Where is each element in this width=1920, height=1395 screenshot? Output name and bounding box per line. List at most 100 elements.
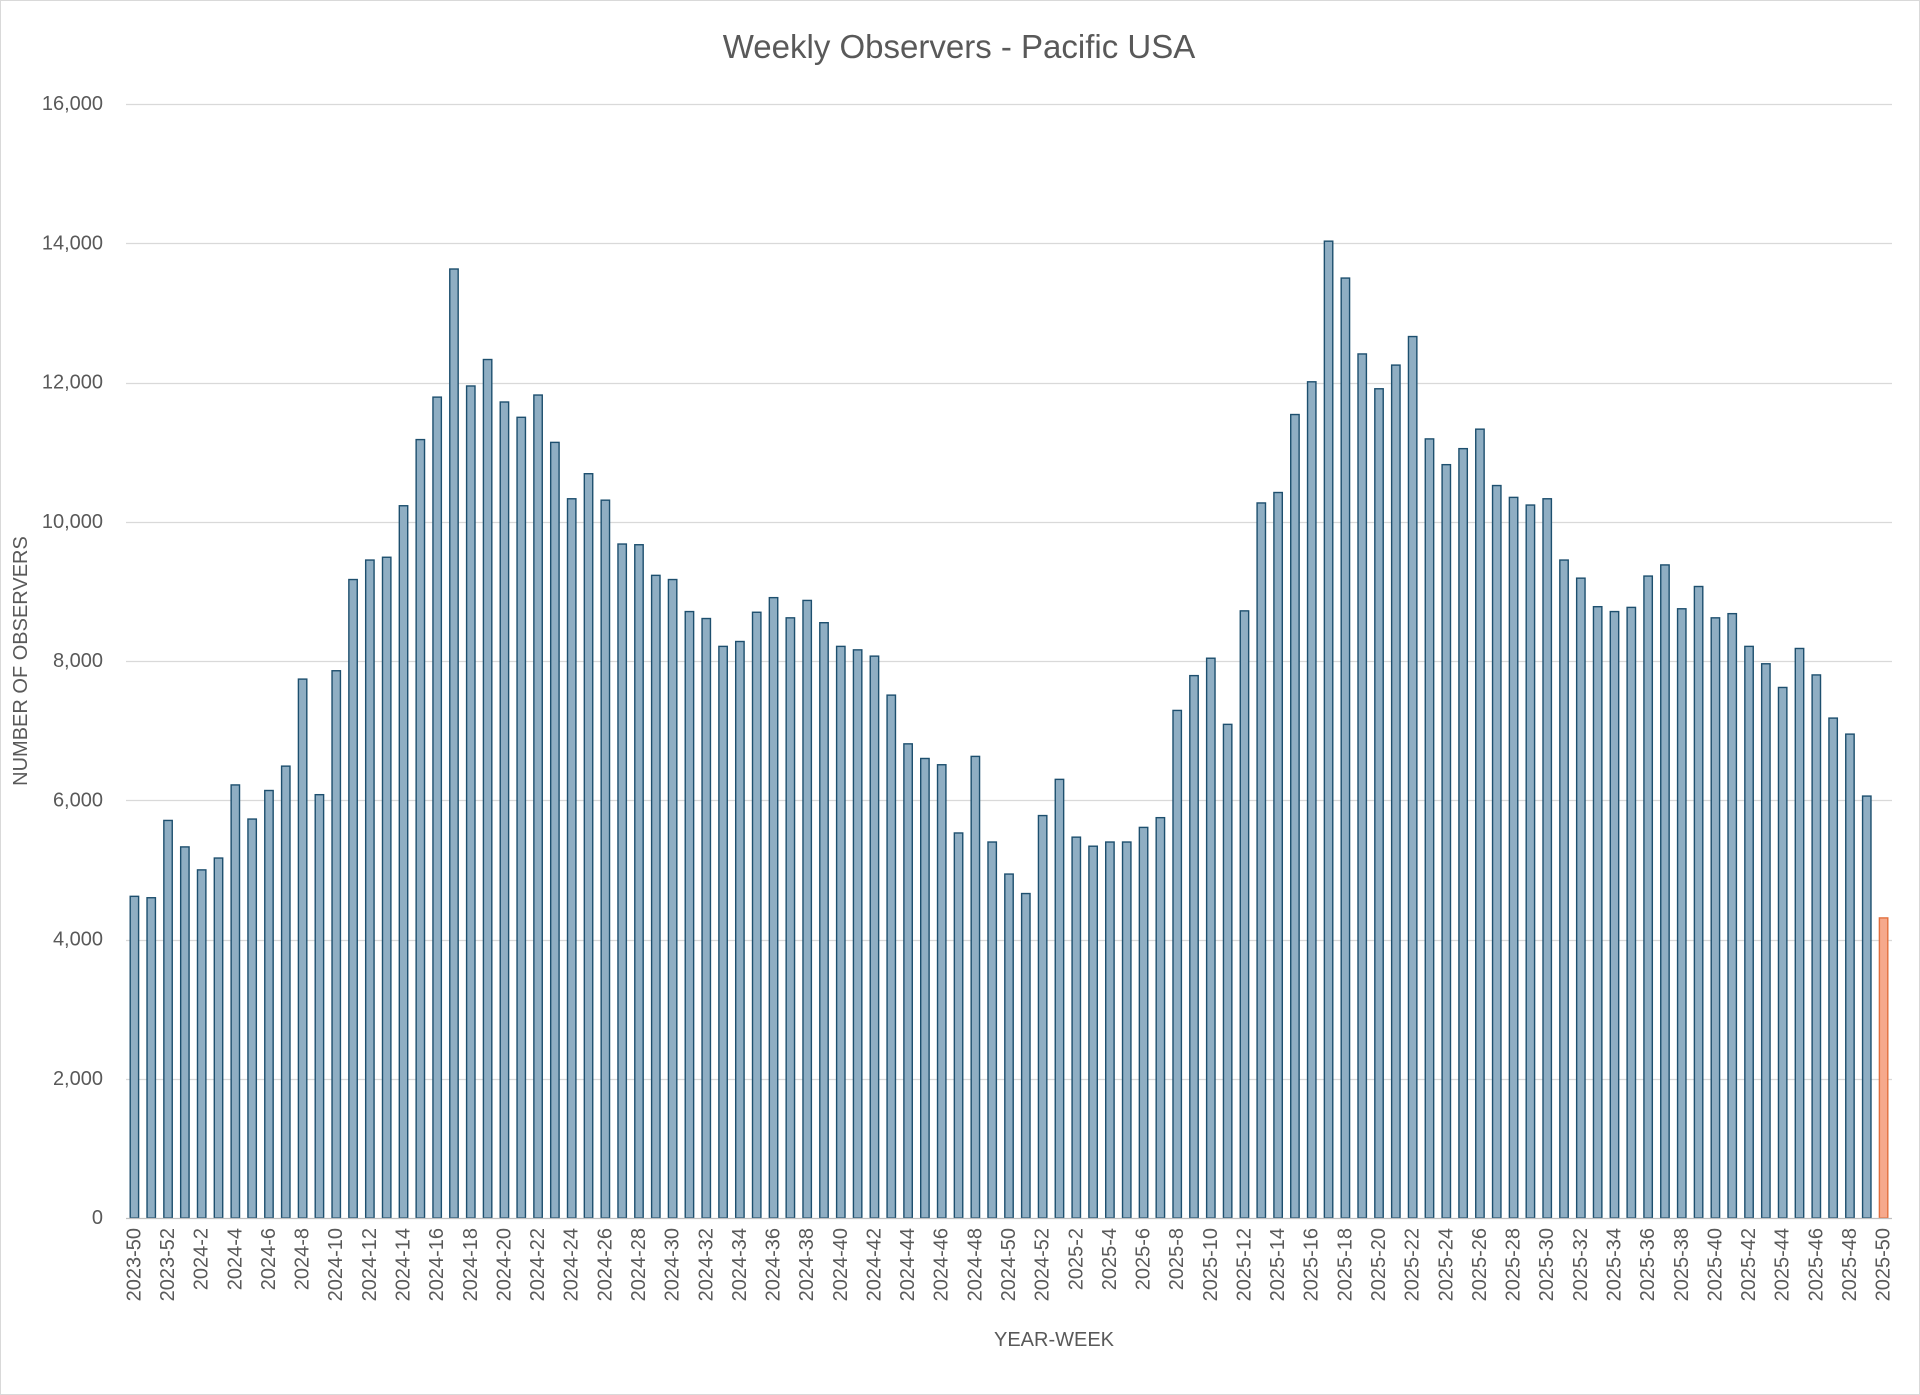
bar: [1222, 723, 1233, 1219]
bar: [1794, 647, 1805, 1219]
x-tick-label: 2025-32: [1570, 1228, 1592, 1301]
bar: [566, 498, 577, 1219]
bar: [1727, 612, 1738, 1219]
bar: [1290, 413, 1300, 1219]
bar: [1189, 674, 1199, 1219]
bar: [1155, 816, 1166, 1219]
x-tick-label: 2024-28: [628, 1228, 650, 1301]
bar: [297, 678, 308, 1219]
x-tick-label: 2025-44: [1772, 1228, 1794, 1301]
x-tick-label: 2024-22: [527, 1228, 549, 1301]
bar: [516, 416, 527, 1219]
bar: [1845, 733, 1855, 1219]
bars: [129, 240, 1889, 1219]
bar: [583, 473, 594, 1219]
bar: [465, 385, 476, 1219]
bar: [1542, 498, 1553, 1219]
bar: [1777, 686, 1788, 1219]
bar: [549, 441, 560, 1219]
x-tick-label: 2024-24: [561, 1228, 583, 1301]
bar: [398, 505, 409, 1219]
x-tick-label: 2025-30: [1536, 1228, 1558, 1301]
x-tick-label: 2024-26: [594, 1228, 616, 1301]
bar: [1357, 353, 1368, 1219]
bar: [1643, 575, 1654, 1219]
bar: [701, 617, 712, 1219]
bar: [432, 396, 443, 1219]
x-tick-label: 2024-14: [393, 1228, 415, 1301]
bar: [970, 755, 981, 1219]
y-tick-label: 16,000: [42, 93, 103, 115]
bar: [718, 645, 728, 1219]
x-tick-label: 2025-10: [1200, 1228, 1222, 1301]
bar: [1273, 491, 1284, 1219]
x-tick-label: 2024-2: [191, 1228, 213, 1290]
bar: [1374, 388, 1384, 1219]
bar: [163, 819, 173, 1219]
x-tick-label: 2025-26: [1469, 1228, 1491, 1301]
x-tick-label: 2025-42: [1738, 1228, 1760, 1301]
bar: [600, 499, 611, 1219]
bar: [1390, 364, 1401, 1219]
bar: [1004, 873, 1014, 1219]
x-tick-label: 2024-50: [998, 1228, 1020, 1301]
x-tick-label: 2025-2: [1065, 1228, 1087, 1290]
bar: [1710, 617, 1721, 1219]
x-tick-label: 2024-44: [897, 1228, 919, 1301]
x-axis-ticks: 2023-50 2023-52 2024-2 2024-4 2024-6 2024-8 20…: [123, 1228, 1894, 1301]
x-tick-label: 2024-38: [796, 1228, 818, 1301]
bar: [1744, 645, 1754, 1219]
bar: [1071, 836, 1082, 1219]
x-tick-label: 2024-6: [258, 1228, 280, 1290]
x-tick-label: 2024-30: [662, 1228, 684, 1301]
x-tick-label: 2025-6: [1133, 1228, 1155, 1290]
bar: [903, 743, 913, 1219]
bar: [1508, 496, 1519, 1219]
bar: [1105, 841, 1115, 1219]
bar: [1088, 845, 1099, 1219]
y-tick-label: 6,000: [53, 789, 103, 811]
bar: [819, 622, 829, 1219]
bar: [449, 268, 459, 1219]
bar: [381, 556, 392, 1219]
bar: [1054, 778, 1065, 1219]
bar: [1407, 335, 1418, 1219]
x-tick-label: 2025-22: [1402, 1228, 1424, 1301]
bar: [280, 765, 291, 1219]
x-tick-label: 2024-12: [359, 1228, 381, 1301]
x-tick-label: 2023-50: [123, 1228, 145, 1301]
bar: [650, 574, 661, 1219]
bar: [1525, 504, 1536, 1219]
bar: [196, 869, 207, 1219]
x-tick-label: 2024-52: [1032, 1228, 1054, 1301]
y-tick-label: 12,000: [42, 372, 103, 394]
bar: [1239, 610, 1250, 1219]
bar: [953, 832, 964, 1219]
bar: [1861, 795, 1872, 1219]
bar: [1575, 577, 1586, 1219]
bar: [1676, 608, 1687, 1219]
bar: [835, 645, 846, 1219]
x-tick-label: 2025-36: [1637, 1228, 1659, 1301]
x-tick-label: 2025-8: [1166, 1228, 1188, 1290]
bar: [1475, 428, 1485, 1219]
bar: [179, 846, 190, 1219]
bar: [1256, 502, 1267, 1219]
bar: [869, 655, 880, 1219]
bar: [348, 578, 358, 1219]
bar: [684, 610, 695, 1219]
bar: [1828, 717, 1839, 1219]
bar: [230, 784, 241, 1219]
bar: [1037, 814, 1048, 1219]
bar: [1138, 826, 1149, 1219]
y-tick-label: 4,000: [53, 929, 103, 951]
bar: [331, 670, 342, 1219]
bar: [213, 857, 224, 1219]
x-tick-label: 2025-14: [1267, 1228, 1289, 1301]
x-tick-label: 2025-28: [1503, 1228, 1525, 1301]
bar: [1592, 605, 1603, 1219]
x-tick-label: 2024-40: [830, 1228, 852, 1301]
bar: [364, 559, 375, 1219]
